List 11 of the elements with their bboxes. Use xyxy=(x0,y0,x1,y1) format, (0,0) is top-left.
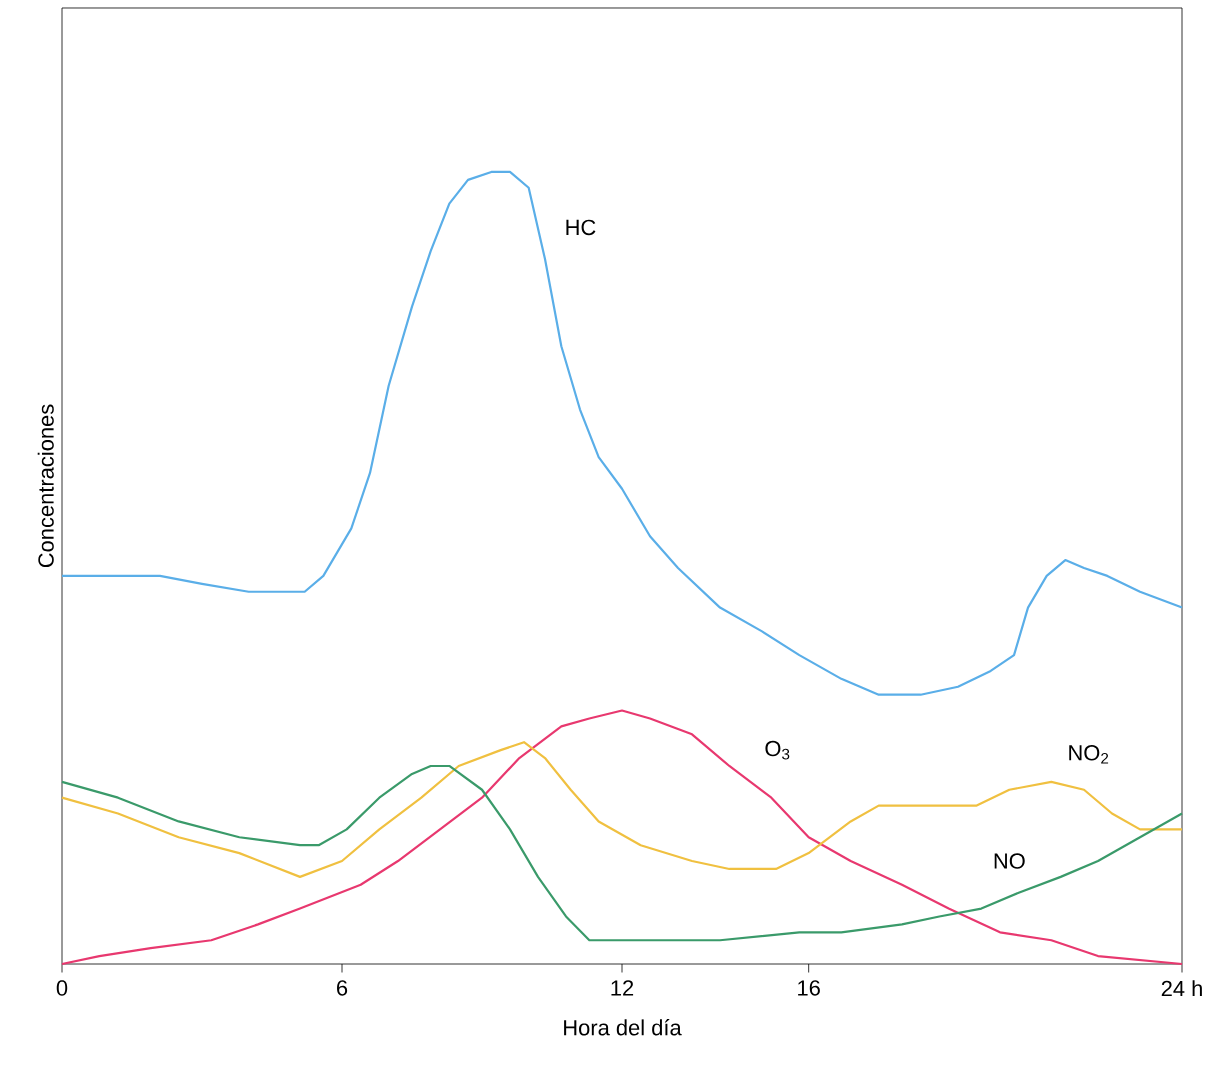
x-tick-label: 24 h xyxy=(1161,980,1202,997)
y-axis-title: Concentraciones xyxy=(37,404,54,568)
series-label: O$_{3}$ xyxy=(765,740,790,760)
x-tick-label: 0 xyxy=(56,980,68,996)
x-tick-label: 6 xyxy=(337,980,348,996)
x-axis-title: Hora del día xyxy=(564,1019,682,1036)
series-label: HC xyxy=(566,219,596,236)
series-label: NO$_{2}$ xyxy=(1069,745,1109,764)
x-tick-label: 12 xyxy=(611,980,634,996)
series-label: NO xyxy=(994,853,1025,869)
x-tick-label: 16 xyxy=(798,980,820,996)
